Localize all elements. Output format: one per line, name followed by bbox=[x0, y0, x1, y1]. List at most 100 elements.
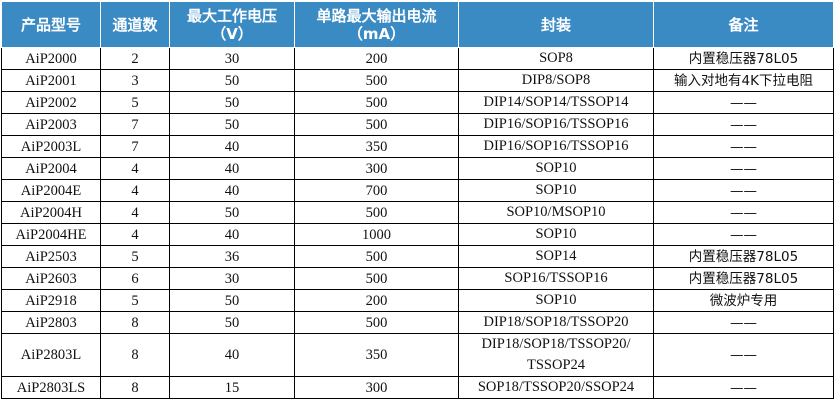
cell-model: AiP2003L bbox=[1, 135, 101, 158]
cell-channels: 4 bbox=[100, 157, 170, 180]
table-row: AiP2803LS 8 15 300 SOP18/TSSOP20/SSOP24 —— bbox=[1, 376, 834, 399]
cell-current: 500 bbox=[294, 69, 459, 92]
table-header-row: 产品型号 通道数 最大工作电压（V） 单路最大输出电流（mA） 封装 备注 bbox=[1, 1, 834, 48]
cell-current: 500 bbox=[294, 201, 459, 224]
cell-package: SOP10 bbox=[458, 179, 654, 202]
cell-channels: 5 bbox=[100, 91, 170, 114]
cell-voltage: 50 bbox=[169, 91, 295, 114]
cell-notes: —— bbox=[653, 113, 834, 136]
cell-current: 300 bbox=[294, 376, 459, 399]
cell-channels: 4 bbox=[100, 223, 170, 246]
cell-model: AiP2918 bbox=[1, 289, 101, 312]
table-row: AiP2003L 7 40 350 DIP16/SOP16/TSSOP16 —— bbox=[1, 135, 834, 158]
table-row: AiP2003 7 50 500 DIP16/SOP16/TSSOP16 —— bbox=[1, 113, 834, 136]
cell-channels: 4 bbox=[100, 201, 170, 224]
cell-voltage: 50 bbox=[169, 311, 295, 334]
cell-model: AiP2603 bbox=[1, 267, 101, 290]
cell-model: AiP2001 bbox=[1, 69, 101, 92]
cell-model: AiP2803 bbox=[1, 311, 101, 334]
cell-voltage: 40 bbox=[169, 223, 295, 246]
cell-notes: 内置稳压器78L05 bbox=[653, 267, 834, 290]
cell-current: 500 bbox=[294, 91, 459, 114]
header-package: 封装 bbox=[458, 1, 654, 48]
table-row: AiP2004E 4 40 700 SOP10 —— bbox=[1, 179, 834, 202]
cell-package: DIP14/SOP14/TSSOP14 bbox=[458, 91, 654, 114]
cell-notes: —— bbox=[653, 223, 834, 246]
table-row: AiP2603 6 30 500 SOP16/TSSOP16 内置稳压器78L05 bbox=[1, 267, 834, 290]
cell-current: 350 bbox=[294, 135, 459, 158]
cell-package: SOP10 bbox=[458, 157, 654, 180]
cell-notes: —— bbox=[653, 201, 834, 224]
cell-notes: —— bbox=[653, 179, 834, 202]
table-row: AiP2503 5 36 500 SOP14 内置稳压器78L05 bbox=[1, 245, 834, 268]
cell-notes: 微波炉专用 bbox=[653, 289, 834, 312]
cell-notes: —— bbox=[653, 333, 834, 377]
cell-voltage: 50 bbox=[169, 113, 295, 136]
cell-current: 300 bbox=[294, 157, 459, 180]
table-row: AiP2004 4 40 300 SOP10 —— bbox=[1, 157, 834, 180]
cell-package: SOP18/TSSOP20/SSOP24 bbox=[458, 376, 654, 399]
header-channels: 通道数 bbox=[100, 1, 170, 48]
cell-channels: 3 bbox=[100, 69, 170, 92]
cell-voltage: 50 bbox=[169, 289, 295, 312]
cell-voltage: 40 bbox=[169, 157, 295, 180]
cell-model: AiP2002 bbox=[1, 91, 101, 114]
cell-voltage: 30 bbox=[169, 267, 295, 290]
cell-current: 1000 bbox=[294, 223, 459, 246]
cell-channels: 8 bbox=[100, 333, 170, 377]
cell-channels: 6 bbox=[100, 267, 170, 290]
cell-package: SOP10 bbox=[458, 223, 654, 246]
table-row: AiP2004H 4 50 500 SOP10/MSOP10 —— bbox=[1, 201, 834, 224]
cell-package: DIP18/SOP18/TSSOP20/ TSSOP24 bbox=[458, 333, 654, 377]
cell-notes: —— bbox=[653, 311, 834, 334]
cell-channels: 8 bbox=[100, 376, 170, 399]
cell-voltage: 40 bbox=[169, 179, 295, 202]
table-row: AiP2803L 8 40 350 DIP18/SOP18/TSSOP20/ TSSOP… bbox=[1, 333, 834, 377]
table-body: AiP2000 2 30 200 SOP8 内置稳压器78L05 AiP2001 3 50 500… bbox=[1, 47, 834, 399]
cell-package: DIP8/SOP8 bbox=[458, 69, 654, 92]
header-notes: 备注 bbox=[653, 1, 834, 48]
cell-channels: 8 bbox=[100, 311, 170, 334]
cell-package: SOP10 bbox=[458, 289, 654, 312]
cell-voltage: 15 bbox=[169, 376, 295, 399]
cell-current: 350 bbox=[294, 333, 459, 377]
cell-voltage: 50 bbox=[169, 201, 295, 224]
cell-model: AiP2004H bbox=[1, 201, 101, 224]
cell-notes: —— bbox=[653, 135, 834, 158]
header-model: 产品型号 bbox=[1, 1, 101, 48]
cell-current: 500 bbox=[294, 267, 459, 290]
cell-package: DIP16/SOP16/TSSOP16 bbox=[458, 135, 654, 158]
cell-package: DIP16/SOP16/TSSOP16 bbox=[458, 113, 654, 136]
cell-model: AiP2003 bbox=[1, 113, 101, 136]
cell-current: 700 bbox=[294, 179, 459, 202]
cell-model: AiP2004 bbox=[1, 157, 101, 180]
cell-notes: 内置稳压器78L05 bbox=[653, 245, 834, 268]
table-row: AiP2803 8 50 500 DIP18/SOP18/TSSOP20 —— bbox=[1, 311, 834, 334]
table-row: AiP2004HE 4 40 1000 SOP10 —— bbox=[1, 223, 834, 246]
cell-notes: —— bbox=[653, 376, 834, 399]
product-table: 产品型号 通道数 最大工作电压（V） 单路最大输出电流（mA） 封装 备注 Ai… bbox=[1, 1, 834, 399]
cell-voltage: 40 bbox=[169, 333, 295, 377]
cell-voltage: 40 bbox=[169, 135, 295, 158]
table-row: AiP2918 5 50 200 SOP10 微波炉专用 bbox=[1, 289, 834, 312]
cell-channels: 5 bbox=[100, 289, 170, 312]
cell-model: AiP2000 bbox=[1, 47, 101, 70]
cell-voltage: 30 bbox=[169, 47, 295, 70]
table-row: AiP2000 2 30 200 SOP8 内置稳压器78L05 bbox=[1, 47, 834, 70]
cell-channels: 5 bbox=[100, 245, 170, 268]
cell-current: 200 bbox=[294, 47, 459, 70]
cell-notes: —— bbox=[653, 91, 834, 114]
cell-channels: 7 bbox=[100, 113, 170, 136]
cell-channels: 2 bbox=[100, 47, 170, 70]
cell-voltage: 36 bbox=[169, 245, 295, 268]
cell-channels: 7 bbox=[100, 135, 170, 158]
cell-current: 500 bbox=[294, 245, 459, 268]
table-row: AiP2001 3 50 500 DIP8/SOP8 输入对地有4K下拉电阻 bbox=[1, 69, 834, 92]
cell-package: SOP14 bbox=[458, 245, 654, 268]
cell-package: SOP10/MSOP10 bbox=[458, 201, 654, 224]
cell-model: AiP2503 bbox=[1, 245, 101, 268]
cell-model: AiP2004E bbox=[1, 179, 101, 202]
header-current: 单路最大输出电流（mA） bbox=[294, 1, 459, 48]
cell-current: 200 bbox=[294, 289, 459, 312]
table-row: AiP2002 5 50 500 DIP14/SOP14/TSSOP14 —— bbox=[1, 91, 834, 114]
